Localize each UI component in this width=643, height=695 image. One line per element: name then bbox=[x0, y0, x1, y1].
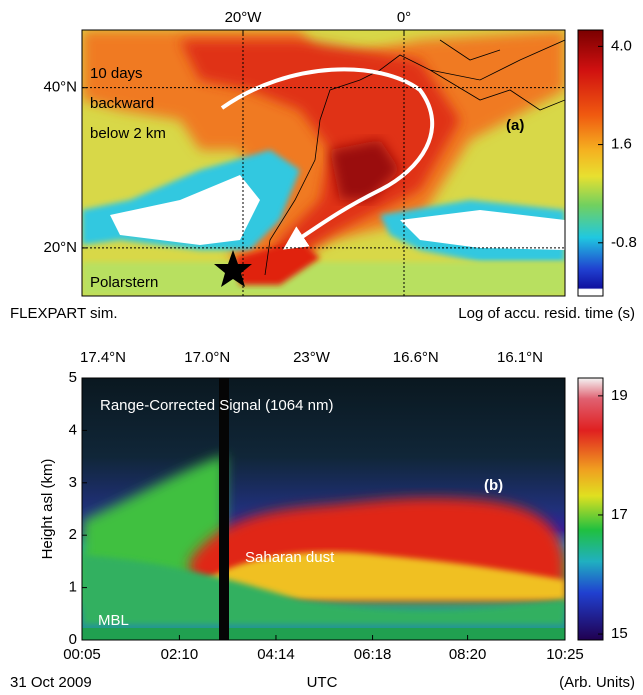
x-tick-label: 02:10 bbox=[161, 646, 199, 663]
annotation: MBL bbox=[98, 612, 129, 629]
y-tick-label: 4 bbox=[69, 421, 77, 438]
annotation: (b) bbox=[484, 477, 503, 494]
top-axis-label: 16.6°N bbox=[393, 349, 439, 366]
top-axis-label: 17.4°N bbox=[80, 349, 126, 366]
colorbar bbox=[577, 377, 604, 641]
annotation: 10 days bbox=[90, 65, 143, 82]
top-axis-label: 16.1°N bbox=[497, 349, 543, 366]
annotation: (a) bbox=[506, 117, 524, 134]
y-tick-label: 2 bbox=[69, 526, 77, 543]
map-image bbox=[82, 30, 565, 296]
x-tick-label: 0° bbox=[397, 9, 411, 26]
colorbar bbox=[577, 29, 604, 297]
x-tick-label: 20°W bbox=[225, 9, 263, 26]
caption: Log of accu. resid. time (s) bbox=[458, 305, 635, 322]
top-axis-label: 17.0°N bbox=[184, 349, 230, 366]
y-tick-label: 0 bbox=[69, 631, 77, 648]
plot-frame bbox=[81, 377, 566, 641]
y-tick-label: 20°N bbox=[43, 239, 77, 256]
colorbar-tick-label: 19 bbox=[611, 387, 628, 404]
y-axis-title: Height asl (km) bbox=[39, 459, 56, 560]
y-tick-label: 40°N bbox=[43, 79, 77, 96]
annotation: below 2 km bbox=[90, 125, 166, 142]
x-tick-label: 08:20 bbox=[449, 646, 487, 663]
annotation: Polarstern bbox=[90, 274, 158, 291]
caption: 31 Oct 2009 bbox=[10, 674, 92, 691]
annotation: Saharan dust bbox=[245, 549, 335, 566]
colorbar-tick-label: 4.0 bbox=[611, 37, 632, 54]
y-tick-label: 3 bbox=[69, 474, 77, 491]
caption: UTC bbox=[307, 674, 338, 691]
colorbar-tick-label: 15 bbox=[611, 625, 628, 642]
x-tick-label: 10:25 bbox=[546, 646, 584, 663]
caption: (Arb. Units) bbox=[559, 674, 635, 691]
colorbar-tick-label: -0.8 bbox=[611, 234, 637, 251]
plot-frame bbox=[81, 29, 566, 297]
colorbar-tick-label: 1.6 bbox=[611, 136, 632, 153]
caption: FLEXPART sim. bbox=[10, 305, 118, 322]
top-axis-label: 23°W bbox=[293, 349, 331, 366]
x-tick-label: 04:14 bbox=[257, 646, 295, 663]
x-tick-label: 00:05 bbox=[63, 646, 101, 663]
annotation: backward bbox=[90, 95, 154, 112]
y-tick-label: 1 bbox=[69, 579, 77, 596]
annotation: Range-Corrected Signal (1064 nm) bbox=[100, 397, 333, 414]
y-tick-label: 5 bbox=[69, 369, 77, 386]
lidar-image bbox=[82, 378, 565, 640]
colorbar-tick-label: 17 bbox=[611, 506, 628, 523]
x-tick-label: 06:18 bbox=[354, 646, 392, 663]
